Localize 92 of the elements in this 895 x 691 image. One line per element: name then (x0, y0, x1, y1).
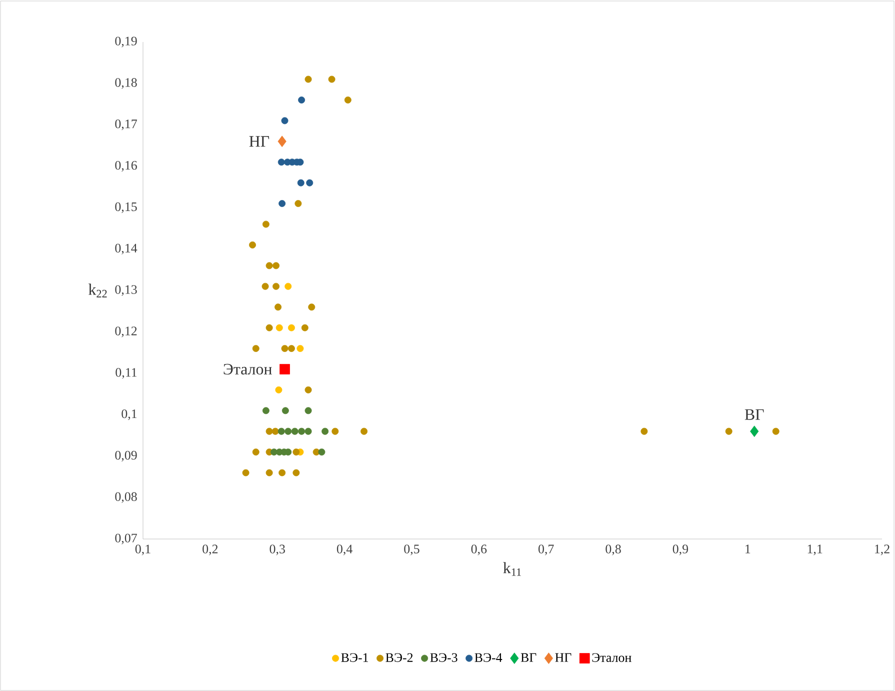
legend-label: ВЭ-3 (430, 653, 458, 662)
legend-label: Эталон (592, 653, 632, 662)
point (322, 428, 329, 435)
y-tick-label: 0,08 (115, 492, 137, 503)
legend-label: ВЭ-2 (386, 653, 413, 662)
point (308, 304, 316, 311)
y-tick-label: 0,19 (115, 36, 137, 48)
point (750, 426, 759, 437)
y-tick-label: 0,11 (116, 368, 137, 379)
point (304, 407, 312, 414)
point (276, 324, 283, 332)
point (306, 179, 314, 186)
point (284, 428, 292, 435)
point (360, 428, 368, 435)
x-tick-label: 0,2 (202, 544, 218, 556)
x-tick-label: 0,8 (606, 544, 621, 556)
point (262, 282, 269, 290)
point (291, 428, 298, 435)
annotation: НГ (249, 136, 270, 147)
point (252, 448, 260, 456)
point (272, 428, 279, 435)
point (281, 344, 288, 352)
point (332, 428, 339, 435)
x-tick-label: 0,9 (672, 544, 688, 556)
point (278, 469, 286, 476)
x-tick-label: 0,3 (270, 544, 285, 556)
y-tick-label: 0,16 (115, 160, 137, 172)
point (278, 428, 285, 435)
point (252, 344, 260, 352)
point (297, 179, 304, 186)
point (266, 469, 273, 476)
point (298, 428, 306, 435)
y-tick-label: 0,15 (115, 202, 137, 213)
point (772, 428, 780, 435)
point (262, 407, 270, 414)
x-tick-label: 0,5 (404, 544, 420, 556)
x-tick-label: 0,4 (336, 544, 352, 556)
point (281, 117, 288, 124)
point (296, 344, 304, 352)
point (284, 282, 292, 290)
point (272, 282, 280, 290)
point (272, 262, 280, 270)
point (301, 324, 308, 332)
point (242, 469, 250, 476)
point (292, 469, 300, 476)
x-tick-label: 0,1 (135, 544, 150, 556)
x-tick-label: 1 (746, 544, 750, 554)
point (725, 428, 732, 435)
annotation: Эталон (224, 364, 272, 375)
point (280, 364, 290, 374)
y-tick-label: 0,1 (122, 409, 137, 420)
x-tick-label: 0,7 (538, 544, 554, 556)
annotation: ВГ (744, 409, 764, 420)
point (328, 76, 336, 83)
point (274, 304, 282, 311)
point (288, 344, 295, 352)
x-tick-label: 1,2 (875, 544, 890, 556)
point (294, 200, 302, 208)
point (266, 428, 273, 435)
point (275, 386, 282, 394)
point (266, 262, 273, 270)
point (304, 428, 312, 435)
legend-label: ВГ (520, 653, 536, 662)
point (278, 136, 286, 148)
point (640, 428, 648, 435)
point (278, 200, 286, 208)
point (249, 241, 256, 248)
point (266, 324, 273, 332)
point (298, 96, 306, 104)
point (318, 448, 326, 456)
y-axis-title: k$_{22}$ (88, 284, 107, 298)
point (344, 96, 352, 104)
y-tick-label: 0,18 (115, 78, 137, 89)
point (292, 448, 300, 456)
y-tick-label: 0,14 (115, 244, 138, 254)
legend-label: ВЭ-4 (474, 653, 502, 662)
y-tick-label: 0,13 (115, 285, 137, 296)
y-tick-label: 0,17 (115, 120, 137, 130)
x-axis-title: k$_{11}$ (503, 562, 521, 576)
x-tick-label: 0,6 (471, 544, 487, 556)
y-tick-label: 0,07 (115, 534, 137, 544)
point (278, 158, 285, 166)
legend-label: НГ (555, 653, 572, 662)
point (304, 76, 312, 83)
point (304, 386, 312, 394)
point (282, 407, 289, 414)
point (262, 220, 270, 228)
point (288, 324, 295, 332)
x-tick-label: 1,1 (808, 544, 822, 556)
y-tick-label: 0,12 (115, 326, 137, 338)
y-tick-label: 0,09 (115, 450, 137, 462)
legend-label: ВЭ-1 (341, 653, 368, 662)
